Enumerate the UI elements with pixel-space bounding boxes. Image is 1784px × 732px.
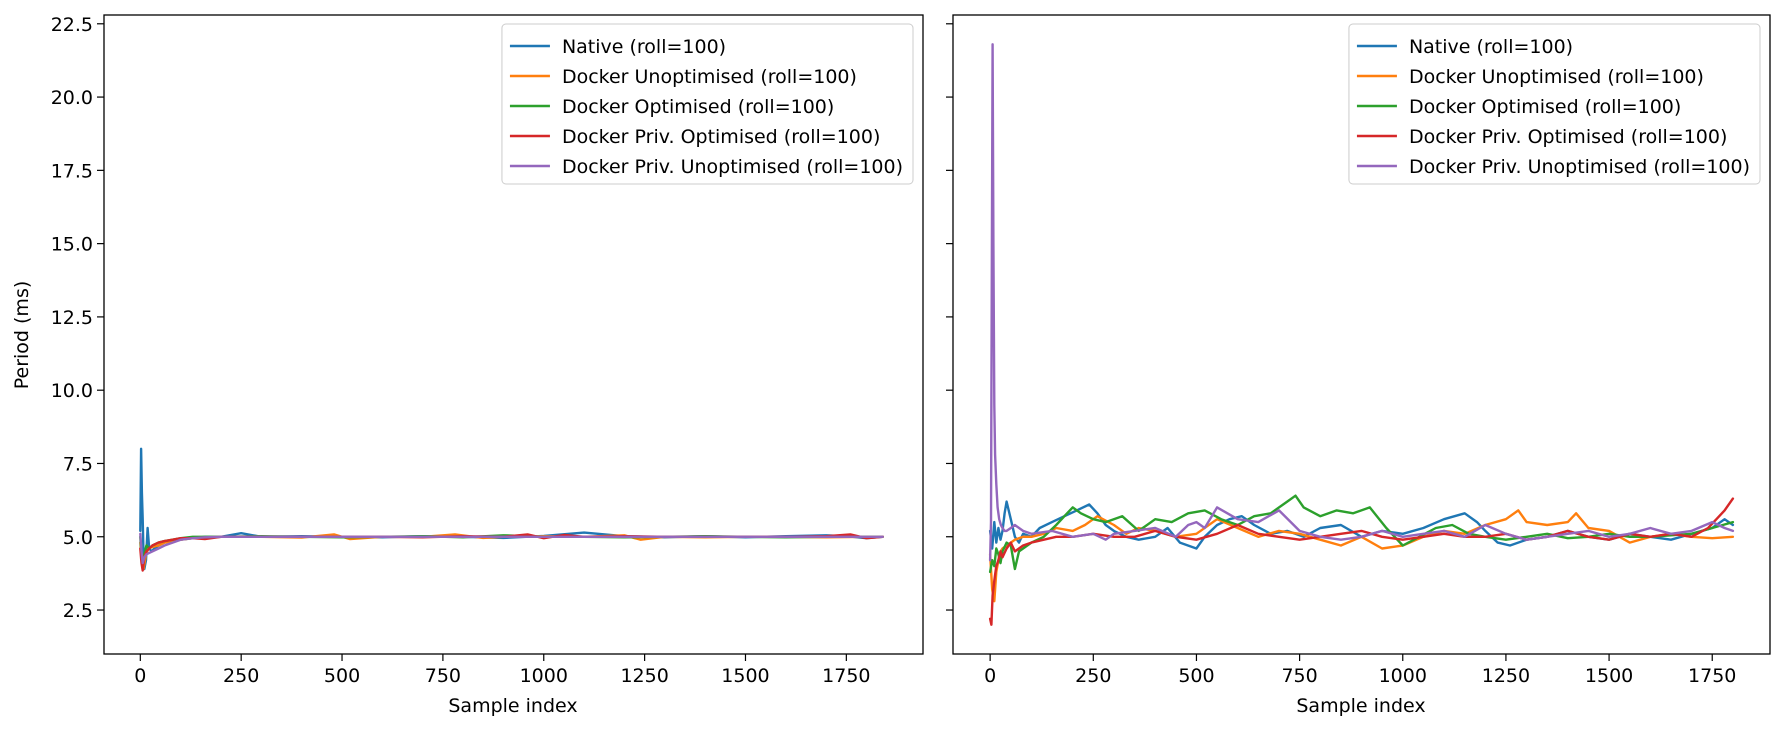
left-x-tick-label: 250 (223, 665, 259, 687)
left-y-tick-label: 10.0 (51, 380, 93, 402)
left-x-tick-label: 1500 (721, 665, 769, 687)
right-series-line-5 (988, 43, 1735, 562)
right-axes-frame (952, 14, 1771, 655)
left-y-tick-label: 7.5 (63, 453, 93, 475)
right-legend-label-2: Docker Unoptimised (roll=100) (1409, 66, 1704, 88)
right-x-tick-label: 1000 (1379, 665, 1427, 687)
right-legend-box (1348, 23, 1761, 185)
left-legend-label-4: Docker Priv. Optimised (roll=100) (562, 126, 880, 148)
left-legend: Native (roll=100) Docker Unoptimised (rol… (501, 23, 914, 185)
left-chart-panel: 0 250 500 750 1000 1250 1500 1750 2.5 5.0 7.5 10.0 1… (11, 14, 924, 717)
left-x-tick-label: 1750 (822, 665, 870, 687)
left-axis-ticks: 0 250 500 750 1000 1250 1500 1750 2.5 5.0 7.5 10.0 1… (51, 14, 871, 687)
y-axis-label: Period (ms) (11, 281, 33, 390)
left-series-group (139, 447, 884, 572)
right-x-tick-label: 1750 (1688, 665, 1736, 687)
right-legend-label-1: Native (roll=100) (1409, 36, 1573, 58)
right-legend: Native (roll=100) Docker Unoptimised (rol… (1348, 23, 1761, 185)
left-legend-label-1: Native (roll=100) (562, 36, 726, 58)
right-x-tick-label: 0 (984, 665, 996, 687)
left-x-tick-label: 750 (425, 665, 461, 687)
right-x-axis-label: Sample index (1296, 695, 1425, 717)
right-axis-ticks: 0 250 500 750 1000 1250 1500 1750 (946, 23, 1736, 687)
left-legend-label-3: Docker Optimised (roll=100) (562, 96, 834, 118)
right-series-line-4 (988, 497, 1735, 626)
right-x-tick-label: 250 (1075, 665, 1111, 687)
left-legend-label-2: Docker Unoptimised (roll=100) (562, 66, 857, 88)
left-series-line-5 (139, 532, 884, 565)
left-y-tick-label: 12.5 (51, 307, 93, 329)
left-y-tick-label: 5.0 (63, 527, 93, 549)
right-legend-label-3: Docker Optimised (roll=100) (1409, 96, 1681, 118)
left-y-tick-label: 22.5 (51, 14, 93, 36)
left-axes-frame (103, 14, 924, 655)
left-x-tick-label: 1000 (520, 665, 568, 687)
left-y-tick-label: 17.5 (51, 160, 93, 182)
left-legend-label-5: Docker Priv. Unoptimised (roll=100) (562, 156, 903, 178)
left-x-tick-label: 1250 (620, 665, 668, 687)
right-x-tick-label: 500 (1178, 665, 1214, 687)
right-legend-label-5: Docker Priv. Unoptimised (roll=100) (1409, 156, 1750, 178)
left-y-tick-label: 15.0 (51, 234, 93, 256)
right-x-tick-label: 1250 (1482, 665, 1530, 687)
left-x-tick-label: 0 (134, 665, 146, 687)
right-series-group (988, 43, 1735, 626)
right-x-tick-label: 1500 (1585, 665, 1633, 687)
right-legend-label-4: Docker Priv. Optimised (roll=100) (1409, 126, 1727, 148)
left-x-tick-label: 500 (324, 665, 360, 687)
left-y-tick-label: 20.0 (51, 87, 93, 109)
left-legend-box (501, 23, 914, 185)
left-x-axis-label: Sample index (448, 695, 577, 717)
right-series-line-2 (988, 509, 1735, 603)
right-chart-panel: 0 250 500 750 1000 1250 1500 1750 Sample index … (946, 14, 1771, 717)
right-x-tick-label: 750 (1281, 665, 1317, 687)
left-y-tick-label: 2.5 (63, 600, 93, 622)
